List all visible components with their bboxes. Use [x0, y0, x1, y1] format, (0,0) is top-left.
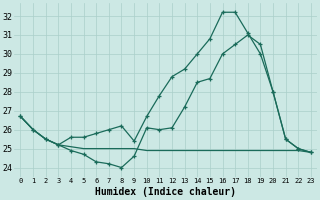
X-axis label: Humidex (Indice chaleur): Humidex (Indice chaleur): [95, 187, 236, 197]
